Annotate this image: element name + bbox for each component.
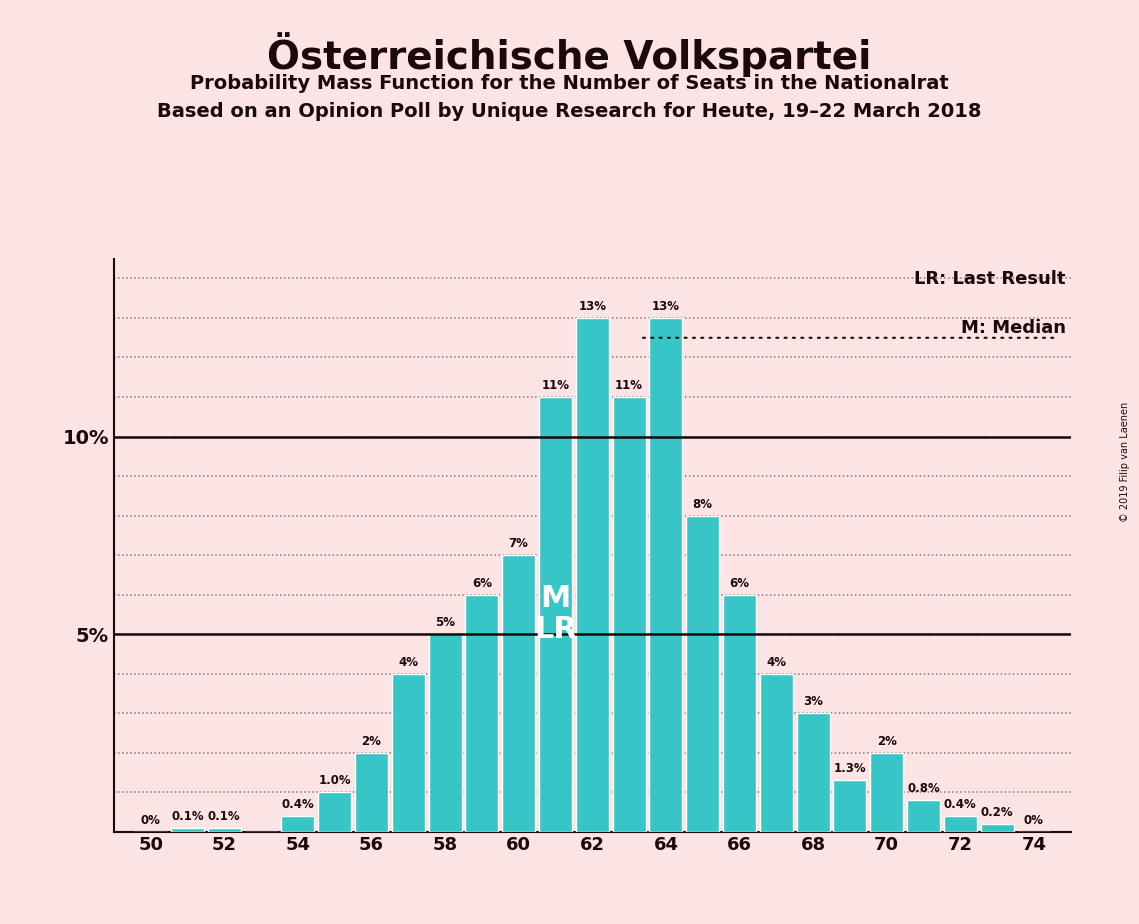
Bar [870,752,903,832]
Text: 6%: 6% [729,577,749,590]
Text: M
LR: M LR [534,584,577,644]
Text: 0%: 0% [1024,814,1043,827]
Text: 1.0%: 1.0% [319,774,351,787]
Bar [466,594,499,832]
Bar [502,555,535,832]
Bar [686,516,719,832]
Bar [207,828,240,832]
Text: © 2019 Filip van Laenen: © 2019 Filip van Laenen [1121,402,1130,522]
Text: Österreichische Volkspartei: Österreichische Volkspartei [268,32,871,78]
Bar [281,816,314,832]
Text: 6%: 6% [472,577,492,590]
Text: Probability Mass Function for the Number of Seats in the Nationalrat: Probability Mass Function for the Number… [190,74,949,93]
Text: 11%: 11% [541,379,570,393]
Text: 11%: 11% [615,379,644,393]
Text: 7%: 7% [509,537,528,551]
Text: 3%: 3% [803,696,823,709]
Text: 8%: 8% [693,498,713,511]
Text: 5%: 5% [435,616,456,629]
Text: 4%: 4% [399,656,418,669]
Bar [796,713,829,832]
Text: 0.4%: 0.4% [944,798,976,811]
Bar [834,780,867,832]
Bar [944,816,977,832]
Bar [539,397,572,832]
Text: M: Median: M: Median [961,319,1066,337]
Text: 2%: 2% [361,735,382,748]
Bar [355,752,388,832]
Bar [649,318,682,832]
Bar [907,800,940,832]
Bar [171,828,204,832]
Bar [613,397,646,832]
Text: 0.4%: 0.4% [281,798,314,811]
Text: 4%: 4% [767,656,786,669]
Text: 0%: 0% [141,814,161,827]
Bar [575,318,609,832]
Text: 0.8%: 0.8% [907,783,940,796]
Text: 1.3%: 1.3% [834,762,866,775]
Text: 13%: 13% [579,300,606,313]
Text: LR: Last Result: LR: Last Result [915,270,1066,288]
Bar [760,674,793,832]
Text: 0.2%: 0.2% [981,806,1014,819]
Bar [392,674,425,832]
Text: 13%: 13% [652,300,680,313]
Bar [981,823,1014,832]
Text: Based on an Opinion Poll by Unique Research for Heute, 19–22 March 2018: Based on an Opinion Poll by Unique Resea… [157,102,982,121]
Bar [723,594,756,832]
Bar [318,792,351,832]
Bar [428,634,461,832]
Text: 0.1%: 0.1% [208,810,240,823]
Text: 2%: 2% [877,735,896,748]
Text: 0.1%: 0.1% [171,810,204,823]
